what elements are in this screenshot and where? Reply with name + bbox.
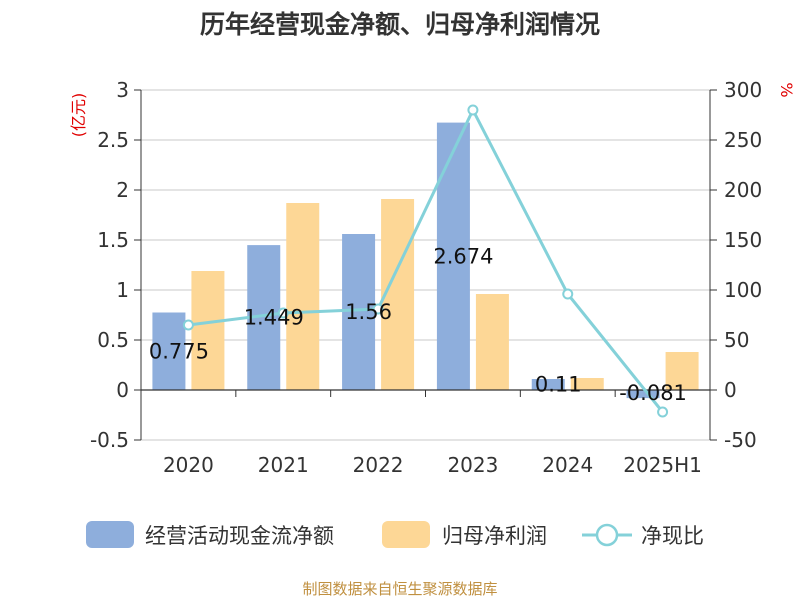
left-tick-label: 0 (116, 378, 129, 402)
ratio-point-2020 (182, 319, 194, 331)
right-tick-label: 0 (724, 378, 737, 402)
ratio-point-2023 (467, 104, 479, 116)
x-tick-label: 2023 (447, 453, 498, 477)
left-axis-unit: (亿元) (69, 93, 88, 138)
left-tick-label: 3 (116, 78, 129, 102)
data-label-cash-flow-2021: 1.449 (244, 306, 304, 330)
bar-net-profit-2024 (570, 378, 604, 390)
x-tick-label: 2024 (542, 453, 593, 477)
data-labels-layer: 0.775 1.449 1.56 2.674 0.11 -0.081 (149, 244, 687, 405)
right-tick-label: -50 (724, 428, 757, 452)
legend-swatch-net-profit (382, 521, 430, 548)
data-label-cash-flow-2023: 2.674 (433, 244, 493, 268)
bar-net-profit-2025H1 (665, 352, 699, 390)
data-label-cash-flow-2022: 1.56 (345, 300, 392, 324)
ratio-point-2025H1 (657, 406, 669, 418)
right-tick-label: 100 (724, 278, 762, 302)
axes-layer: -0.5 0 0.5 1 1.5 2 2.5 3 -50 0 50 100 150 200 250 300 20… (90, 78, 762, 477)
left-tick-label: 1 (116, 278, 129, 302)
right-tick-label: 300 (724, 78, 762, 102)
bars-layer (152, 122, 699, 399)
bar-net-profit-2020 (191, 271, 225, 390)
ratio-line (188, 106, 664, 413)
bar-cash-flow-2022 (342, 234, 376, 390)
data-label-cash-flow-2020: 0.775 (149, 339, 209, 363)
right-tick-label: 250 (724, 128, 762, 152)
bar-cash-flow-2023 (436, 122, 470, 390)
left-tick-label: 1.5 (97, 228, 129, 252)
bar-cash-flow-2025H1 (626, 390, 660, 399)
ratio-point-2021 (277, 307, 289, 319)
ratio-point-2022 (372, 303, 384, 315)
right-tick-label: 150 (724, 228, 762, 252)
left-tick-label: 2 (116, 178, 129, 202)
x-tick-label: 2025H1 (623, 453, 702, 477)
legend-label-cash-flow: 经营活动现金流净额 (145, 524, 334, 548)
legend: 经营活动现金流净额 归母净利润 净现比 (86, 521, 704, 548)
legend-label-ratio: 净现比 (641, 524, 704, 548)
ratio-line-layer (182, 104, 669, 418)
bar-net-profit-2023 (475, 294, 509, 390)
ratio-point-2024 (562, 288, 574, 300)
right-tick-label: 200 (724, 178, 762, 202)
data-label-cash-flow-2025H1: -0.081 (619, 381, 687, 405)
data-label-cash-flow-2024: 0.11 (535, 373, 582, 397)
bar-cash-flow-2020 (152, 312, 186, 390)
x-tick-label: 2022 (353, 453, 404, 477)
source-note: 制图数据来自恒生聚源数据库 (302, 580, 497, 598)
bar-net-profit-2021 (286, 203, 320, 390)
x-tick-label: 2020 (163, 453, 214, 477)
legend-marker-ratio (595, 523, 619, 547)
right-tick-label: 50 (724, 328, 749, 352)
x-tick-label: 2021 (258, 453, 309, 477)
left-tick-label: -0.5 (90, 428, 129, 452)
right-axis-unit: % (777, 82, 796, 97)
left-tick-label: 2.5 (97, 128, 129, 152)
left-tick-label: 0.5 (97, 328, 129, 352)
chart-title: 历年经营现金净额、归母净利润情况 (200, 10, 600, 39)
legend-swatch-cash-flow (86, 521, 134, 548)
legend-label-net-profit: 归母净利润 (442, 524, 547, 548)
bar-cash-flow-2024 (531, 379, 565, 390)
